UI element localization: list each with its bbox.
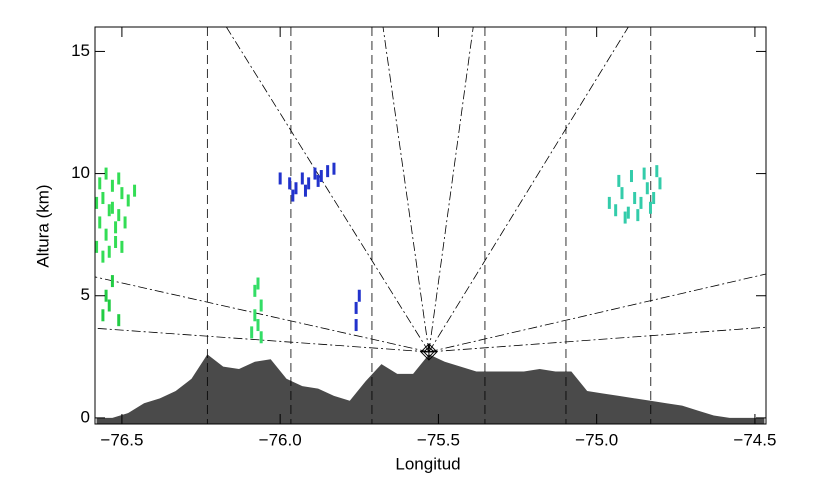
- radar-echo: [107, 204, 111, 217]
- radar-echo: [126, 194, 130, 207]
- radar-echo: [250, 326, 254, 339]
- beam-line: [382, 26, 430, 352]
- radar-echo: [357, 289, 361, 302]
- radar-echo: [107, 245, 111, 258]
- radar-echo: [636, 209, 640, 222]
- radar-echo: [120, 240, 124, 253]
- radar-echo: [278, 172, 282, 185]
- radar-echo: [117, 172, 121, 185]
- radar-echo: [300, 172, 304, 185]
- radar-echo: [623, 211, 627, 224]
- radar-echo: [620, 187, 624, 200]
- radar-marker: [420, 343, 438, 361]
- radar-echo: [288, 177, 292, 190]
- radar-echo: [101, 192, 105, 205]
- beam-line: [428, 273, 767, 353]
- y-axis-label: Altura (km): [33, 184, 52, 267]
- y-tick-label: 0: [81, 407, 90, 426]
- radar-echo: [294, 182, 298, 195]
- radar-echo: [120, 187, 124, 200]
- beam-line: [428, 326, 767, 353]
- radar-echo: [110, 201, 114, 214]
- radar-echo: [114, 221, 118, 234]
- radar-echo: [291, 189, 295, 202]
- radar-echo: [319, 170, 323, 183]
- radar-echo: [652, 192, 656, 205]
- beam-line: [428, 26, 629, 353]
- radar-echo: [117, 314, 121, 327]
- beam-line: [94, 327, 429, 353]
- radar-echo: [354, 319, 358, 332]
- y-tick-label: 5: [81, 285, 90, 304]
- x-tick-label: −74.5: [733, 430, 776, 449]
- radar-echo: [259, 299, 263, 312]
- radar-echo: [253, 284, 257, 297]
- radar-echo: [117, 209, 121, 222]
- radar-echo: [104, 167, 108, 180]
- radar-echo: [259, 331, 263, 344]
- radar-echo: [256, 319, 260, 332]
- radar-echo: [642, 167, 646, 180]
- radar-echo: [617, 174, 621, 187]
- radar-echo: [133, 184, 137, 197]
- radar-echo: [104, 228, 108, 241]
- radar-echo: [104, 289, 108, 302]
- radar-echo: [107, 299, 111, 312]
- radar-echo: [95, 240, 99, 253]
- radar-echo: [607, 196, 611, 209]
- radar-echo: [95, 196, 99, 209]
- terrain-area: [96, 354, 765, 424]
- x-tick-label: −75.0: [575, 430, 618, 449]
- beam-line: [226, 26, 430, 353]
- radar-echo: [307, 177, 311, 190]
- radar-echo: [110, 179, 114, 192]
- radar-echo: [658, 177, 662, 190]
- radar-echo: [648, 201, 652, 214]
- radar-echo: [123, 216, 127, 229]
- radar-echo: [639, 196, 643, 209]
- radar-echo: [313, 167, 317, 180]
- beam-line: [94, 276, 430, 353]
- radar-echo: [110, 275, 114, 288]
- plot-frame: [94, 26, 767, 425]
- radar-echo: [629, 170, 633, 183]
- radar-echo: [354, 301, 358, 314]
- radar-echo: [101, 309, 105, 322]
- radar-echo: [626, 206, 630, 219]
- radar-echo: [316, 174, 320, 187]
- radar-echo: [101, 250, 105, 263]
- x-tick-label: −76.5: [100, 430, 143, 449]
- radar-echo: [332, 162, 336, 175]
- radar-echo: [326, 165, 330, 178]
- radar-echo: [614, 204, 618, 217]
- radar-echo: [253, 309, 257, 322]
- x-tick-label: −76.0: [259, 430, 302, 449]
- radar-echo: [303, 184, 307, 197]
- radar-echo: [98, 216, 102, 229]
- y-tick-label: 10: [71, 163, 90, 182]
- radar-echo: [98, 177, 102, 190]
- radar-echo: [633, 192, 637, 205]
- beam-line: [428, 26, 474, 352]
- radar-echo: [655, 165, 659, 178]
- radar-echo: [256, 277, 260, 290]
- x-axis-label: Longitud: [395, 454, 460, 473]
- radar-echo: [645, 182, 649, 195]
- radar-echo: [114, 235, 118, 248]
- x-tick-label: −75.5: [417, 430, 460, 449]
- y-tick-label: 15: [71, 41, 90, 60]
